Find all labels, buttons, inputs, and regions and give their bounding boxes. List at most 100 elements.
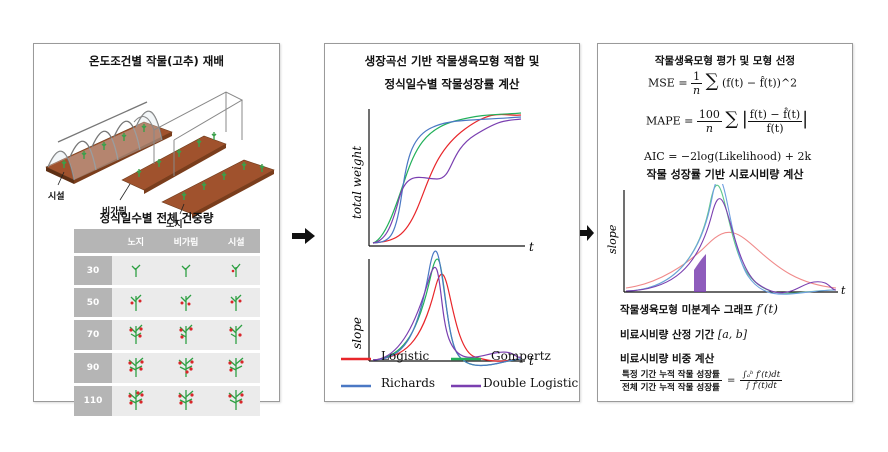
ratio-numerator: 특정 기간 누적 작물 성장률 xyxy=(620,370,722,381)
flow-arrow-icon xyxy=(292,228,315,244)
table-row: 50 xyxy=(74,286,260,320)
top-x-axis-label: t xyxy=(529,240,534,254)
row-day-label: 50 xyxy=(74,286,112,320)
fertilizer-subtitle: 작물 성장률 기반 시료시비량 계산 xyxy=(646,168,804,181)
plant-icon xyxy=(212,318,260,353)
table-row: 90 xyxy=(74,351,260,386)
mape-formula: MAPE = 100 n ∑ | f(t) − f̂(t) f(t) | xyxy=(646,108,809,135)
dry-weight-title: 정식일수별 전체 건중량 xyxy=(99,211,214,225)
plant-icon xyxy=(159,286,213,320)
ratio-title: 비료시비량 비중 계산 xyxy=(620,353,715,365)
integral-fraction: ∫ₐᵇ f′(t)dt ∫ f′(t)dt xyxy=(740,370,783,391)
double-logistic-slope-curve xyxy=(372,267,522,361)
plant-icon xyxy=(212,384,260,419)
plant-icon xyxy=(159,351,213,386)
legend-label: Double Logistic xyxy=(483,376,579,390)
growth-model-panel: 생장곡선 기반 작물생육모형 적합 및 정식일수별 작물성장률 계산 total… xyxy=(324,43,580,402)
logistic-slope-curve xyxy=(372,273,522,362)
gompertz-slope-curve xyxy=(625,184,837,294)
aic-formula: AIC = −2log(Likelihood) + 2k xyxy=(644,150,812,163)
table-row: 30 xyxy=(74,254,260,288)
model-title-line2: 정식일수별 작물성장률 계산 xyxy=(384,77,520,91)
richards-slope-curve xyxy=(372,250,522,367)
plant-icon xyxy=(212,351,260,386)
double-logistic-curve xyxy=(372,118,522,244)
legend-swatch xyxy=(341,384,371,388)
sum-symbol: ∑ xyxy=(705,70,719,92)
open-field-label: 노지 xyxy=(166,220,183,230)
period-line: 비료시비량 산정 기간 [a, b] xyxy=(620,327,747,342)
legend-swatch xyxy=(451,357,481,361)
integral-denominator: ∫ f′(t)dt xyxy=(745,381,777,391)
legend-swatch xyxy=(451,384,481,388)
column-header: 시설 xyxy=(212,229,260,256)
richards-curve xyxy=(372,116,522,244)
ratio-denominator: 전체 기간 누적 작물 성장률 xyxy=(622,383,720,393)
shaded-fertilizer-period xyxy=(694,254,706,292)
plant-icon xyxy=(212,254,260,288)
ratio-fraction: 특정 기간 누적 작물 성장률 전체 기간 누적 작물 성장률 xyxy=(620,368,722,393)
row-day-label: 110 xyxy=(74,384,112,419)
derivative-line: 작물생육모형 미분계수 그래프 f′(t) xyxy=(620,302,778,317)
mape-denominator: f(t) xyxy=(766,122,784,135)
table-header-row: 노지 비가림 시설 xyxy=(74,229,260,256)
legend-label: Logistic xyxy=(381,349,430,363)
plant-icon xyxy=(112,286,160,320)
evaluation-title: 작물생육모형 평가 및 모형 선정 xyxy=(654,55,796,67)
plant-icon xyxy=(112,351,160,386)
mape-lhs: MAPE = xyxy=(646,114,694,128)
column-header: 비가림 xyxy=(159,229,213,256)
double-logistic-slope-curve xyxy=(625,198,837,294)
ratio-formula: 특정 기간 누적 작물 성장률 전체 기간 누적 작물 성장률 = ∫ₐᵇ f′… xyxy=(620,368,783,393)
mse-lhs: MSE = xyxy=(648,76,688,90)
column-header: 노지 xyxy=(112,229,160,256)
dry-weight-table: 노지 비가림 시설 30 50 70 90 11 xyxy=(74,229,260,419)
plant-icon xyxy=(159,384,213,419)
plant-icon xyxy=(159,318,213,353)
plant-icon xyxy=(112,254,160,288)
slope-x-axis-label: t xyxy=(841,284,846,297)
slope-chart: slope t xyxy=(606,184,846,297)
facility-label: 시설 xyxy=(48,192,65,202)
table-row: 70 xyxy=(74,318,260,353)
bottom-x-axis-label: t xyxy=(529,354,534,368)
mape-inner-fraction: f(t) − f̂(t) f(t) xyxy=(747,108,803,135)
gompertz-curve xyxy=(372,112,522,244)
row-day-label: 30 xyxy=(74,254,112,288)
rain-shelter-label: 비가림 xyxy=(102,207,127,217)
derivative-text: 작물생육모형 미분계수 그래프 xyxy=(620,304,753,316)
richards-slope-curve xyxy=(625,184,837,295)
cultivation-panel: 온도조건별 작물(고추) 재배 xyxy=(33,43,280,419)
greenhouse-illustration xyxy=(45,91,275,218)
period-symbol: [a, b] xyxy=(717,328,748,341)
mape-numerator: f(t) − f̂(t) xyxy=(747,108,803,122)
row-day-label: 90 xyxy=(74,351,112,386)
mape-fraction: 100 n xyxy=(696,108,722,135)
flow-arrow-icon xyxy=(580,225,594,241)
legend-label: Gompertz xyxy=(491,349,551,363)
bottom-y-axis-label: slope xyxy=(350,317,364,349)
model-title-line1: 생장곡선 기반 작물생육모형 적합 및 xyxy=(364,54,540,68)
integral-numerator: ∫ₐᵇ f′(t)dt xyxy=(740,370,783,381)
legend-swatch xyxy=(341,357,371,361)
plant-icon xyxy=(159,254,213,288)
plant-icon xyxy=(112,384,160,419)
slope-y-axis-label: slope xyxy=(606,224,619,254)
logistic-curve xyxy=(372,113,522,244)
growth-curves-chart: total weight t slope t xyxy=(350,109,534,368)
logistic-slope-curve xyxy=(625,231,837,289)
mse-body: (f(t) − f̂(t))^2 xyxy=(722,76,798,90)
plant-icon xyxy=(212,286,260,320)
table-row: 110 xyxy=(74,384,260,419)
sum-symbol: ∑ xyxy=(725,108,739,130)
derivative-symbol: f′(t) xyxy=(756,302,778,316)
period-text: 비료시비량 산정 기간 xyxy=(620,329,715,341)
legend-label: Richards xyxy=(381,376,436,390)
top-y-axis-label: total weight xyxy=(350,146,364,219)
row-day-label: 70 xyxy=(74,318,112,353)
cultivation-title: 온도조건별 작물(고추) 재배 xyxy=(89,54,224,68)
plant-icon xyxy=(112,318,160,353)
